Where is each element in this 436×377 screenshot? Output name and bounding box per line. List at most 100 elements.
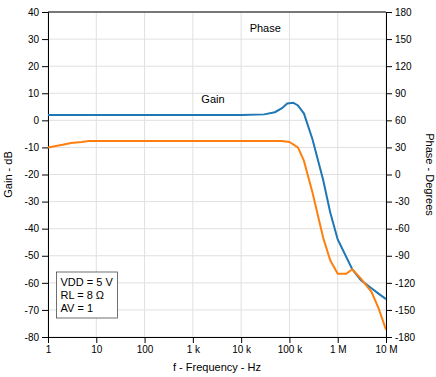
y-axis-tick-mark [42,202,48,203]
y-axis-tick-mark [42,229,48,230]
note-line: AV = 1 [61,302,94,314]
x-axis-tick-label: 10 [91,344,103,355]
y-axis-tick-mark [42,283,48,284]
note-frame [57,272,118,318]
y-grid-line [48,255,386,256]
x-axis-line [49,338,387,344]
y-axis-tick: 10 [28,88,48,99]
y-axis-tick-label: -40 [25,223,40,234]
y-axis-tick-mark [42,310,48,311]
x-axis-tick: 100 [137,337,154,355]
grid [48,12,386,337]
y-axis-tick-mark [42,337,48,338]
x-axis-tick-label: 100 [137,344,154,355]
y2-axis-tick-label: -150 [395,305,415,316]
x-axis-tick-label: 1 k [187,344,201,355]
series-group [48,103,386,330]
y-axis-tick-mark [42,39,48,40]
y-axis-tick: -20 [25,169,48,180]
y-axis-tick-mark [42,66,48,67]
y-axis-tick-label: 40 [28,7,40,18]
y2-axis-tick: -30 [386,196,410,207]
y-axis-tick-mark [42,175,48,176]
y2-axis-tick-label: 150 [395,34,412,45]
y2-axis-tick-mark [386,93,392,94]
y-axis-title: Gain - dB [2,151,14,197]
y2-axis-tick: 150 [386,34,412,45]
x-axis-tick-label: 10 M [375,344,397,355]
x-axis-tick-mark [96,337,97,343]
x-axis-tick-mark [193,337,194,343]
y-axis-tick: 0 [33,115,48,126]
y-axis-tick-label: -70 [25,305,40,316]
y2-axis: -180-150-120-90-60-300306090120150180 [386,7,415,343]
y2-axis-tick-mark [386,337,392,338]
y-axis-tick: -10 [25,142,48,153]
y2-axis-tick-mark [386,229,392,230]
note-text: VDD = 5 VRL = 8 ΩAV = 1 [61,276,114,314]
y2-axis-tick-label: 120 [395,61,412,72]
y2-axis-tick: -120 [386,278,415,289]
x-axis-tick-mark [289,337,290,343]
y2-axis-tick-label: -30 [395,196,410,207]
y-axis-tick-mark [42,12,48,13]
y2-axis-tick-label: -120 [395,278,415,289]
annotations: GainPhaseVDD = 5 VRL = 8 ΩAV = 1 [57,22,281,318]
chart-svg: 1101001 k10 k100 k1 M10 M-80-70-60-50-40… [0,0,436,377]
x-axis-tick-label: 1 [46,344,52,355]
y-axis-tick-mark [42,93,48,94]
y2-axis-tick: 30 [386,142,407,153]
y-axis-tick-label: 0 [33,115,39,126]
y2-axis-tick: -60 [386,223,410,234]
y-axis: -80-70-60-50-40-30-20-10010203040 [25,7,49,343]
y-grid-line [48,12,386,13]
y-grid-line [48,66,386,67]
y-grid-line [48,120,386,121]
y2-axis-tick: -150 [386,305,415,316]
chart-container: 1101001 k10 k100 k1 M10 M-80-70-60-50-40… [0,0,436,377]
y2-axis-tick-mark [386,256,392,257]
x-axis-tick: 1 k [187,337,201,355]
y2-axis-tick-label: 60 [395,115,407,126]
y-axis-tick: -80 [25,332,48,343]
y-axis-tick-label: -50 [25,250,40,261]
x-axis-tick: 10 [91,337,103,355]
x-axis-tick-label: 100 k [278,344,303,355]
x-axis-tick-mark [241,337,242,343]
x-axis-tick: 1 M [330,337,347,355]
y-axis-tick-label: -60 [25,278,40,289]
y2-axis-tick: 90 [386,88,407,99]
y-axis-tick: 30 [28,34,48,45]
y2-axis-tick: -90 [386,250,410,261]
y-grid-line [48,201,386,202]
y-axis-tick-mark [42,256,48,257]
y-axis-tick: -30 [25,196,48,207]
note-box: VDD = 5 VRL = 8 ΩAV = 1 [57,272,118,318]
y2-axis-tick-label: 0 [395,169,401,180]
x-axis-tick-label: 1 M [330,344,347,355]
x-axis-title: f - Frequency - Hz [173,361,261,373]
y2-axis-tick-label: 180 [395,7,412,18]
y2-axis-tick-mark [386,147,392,148]
y-axis-tick-label: 30 [28,34,40,45]
x-axis-tick-mark [338,337,339,343]
y2-axis-tick: 120 [386,61,412,72]
x-axis-tick: 10 k [232,337,252,355]
x-axis-tick: 1 [46,337,52,355]
y-axis-tick: -50 [25,250,48,261]
y-axis-tick-label: -20 [25,169,40,180]
y2-axis-line [387,13,393,338]
y-axis-tick-label: -30 [25,196,40,207]
y2-axis-tick-label: -90 [395,250,410,261]
y2-axis-tick-label: 90 [395,88,407,99]
y-axis-tick-mark [42,147,48,148]
y-axis-tick: -60 [25,278,48,289]
y2-axis-tick-mark [386,310,392,311]
y-grid-line [48,147,386,148]
y-axis-tick: -70 [25,305,48,316]
y2-axis-tick-mark [386,39,392,40]
x-axis-tick-label: 10 k [232,344,252,355]
x-axis: 1 10 100 1 k 10 k 100 k 1 M 10 M [46,337,398,355]
y2-axis-title: Phase - Degrees [424,133,436,216]
y-axis-tick: -40 [25,223,48,234]
